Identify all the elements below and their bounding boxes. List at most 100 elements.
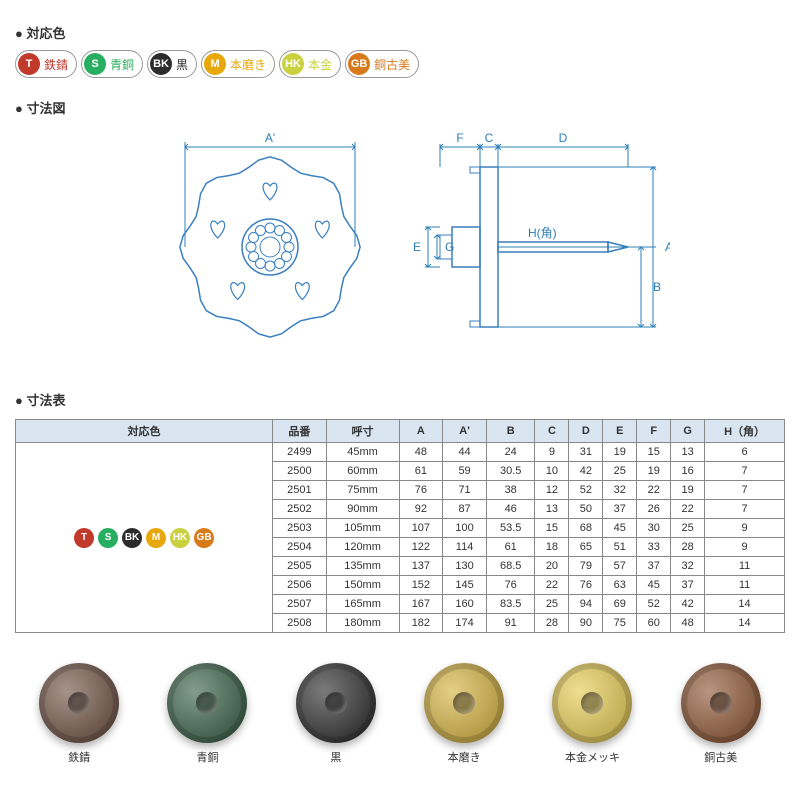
- dimension-table: 対応色品番呼寸AA'BCDEFGH（角）TSBKMHKGB249945mm484…: [15, 419, 785, 633]
- table-cell: 68: [569, 519, 603, 538]
- badge-label: 銅古美: [374, 56, 410, 73]
- dimension-diagram: A'FCDABEGH(角): [15, 127, 785, 360]
- table-cell: 28: [671, 538, 705, 557]
- badge-code-icon: M: [204, 53, 226, 75]
- table-cell: 20: [535, 557, 569, 576]
- table-cell: 87: [443, 500, 487, 519]
- svg-text:D: D: [559, 131, 568, 145]
- color-thumb: 銅古美: [681, 663, 761, 765]
- table-cell: 83.5: [486, 595, 535, 614]
- table-cell: 2500: [273, 462, 326, 481]
- table-cell: 92: [399, 500, 443, 519]
- table-cell: 30: [637, 519, 671, 538]
- table-cell: 45: [637, 576, 671, 595]
- thumb-disc-icon: [424, 663, 504, 743]
- table-cell: 90: [569, 614, 603, 633]
- badge-code-icon: HK: [282, 53, 304, 75]
- table-cell: 19: [637, 462, 671, 481]
- table-cell: 13: [671, 443, 705, 462]
- badge-code-icon: S: [84, 53, 106, 75]
- table-cell: 9: [535, 443, 569, 462]
- table-cell: 69: [603, 595, 637, 614]
- table-header: H（角）: [705, 420, 785, 443]
- badge-label: 本金: [308, 56, 332, 73]
- table-cell: 137: [399, 557, 443, 576]
- table-cell: 68.5: [486, 557, 535, 576]
- table-cell: 16: [671, 462, 705, 481]
- table-cell: 60mm: [326, 462, 399, 481]
- table-header: F: [637, 420, 671, 443]
- thumb-disc-icon: [296, 663, 376, 743]
- table-cell: 46: [486, 500, 535, 519]
- table-cell: 9: [705, 519, 785, 538]
- table-cell: 94: [569, 595, 603, 614]
- table-cell: 30.5: [486, 462, 535, 481]
- table-cell: 150mm: [326, 576, 399, 595]
- table-cell: 61: [486, 538, 535, 557]
- table-header: B: [486, 420, 535, 443]
- table-cell: 13: [535, 500, 569, 519]
- table-cell: 79: [569, 557, 603, 576]
- section-table-title: ● 寸法表: [15, 390, 785, 409]
- color-badge: T鉄錆: [15, 50, 77, 78]
- table-cell: 48: [399, 443, 443, 462]
- thumb-disc-icon: [39, 663, 119, 743]
- table-header: 呼寸: [326, 420, 399, 443]
- table-cell: 61: [399, 462, 443, 481]
- table-cell: 19: [603, 443, 637, 462]
- table-cell: 2501: [273, 481, 326, 500]
- table-cell: 42: [671, 595, 705, 614]
- table-cell: 75mm: [326, 481, 399, 500]
- table-cell: 52: [569, 481, 603, 500]
- table-cell: 32: [671, 557, 705, 576]
- table-cell: 25: [603, 462, 637, 481]
- table-cell: 122: [399, 538, 443, 557]
- table-cell: 2507: [273, 595, 326, 614]
- table-cell: 2502: [273, 500, 326, 519]
- svg-text:F: F: [456, 131, 463, 145]
- table-cell: 22: [535, 576, 569, 595]
- table-cell: 120mm: [326, 538, 399, 557]
- badge-label: 黒: [176, 56, 188, 73]
- table-cell: 38: [486, 481, 535, 500]
- table-cell: 31: [569, 443, 603, 462]
- table-cell: 32: [603, 481, 637, 500]
- table-cell: 12: [535, 481, 569, 500]
- table-cell: 15: [637, 443, 671, 462]
- table-row: TSBKMHKGB249945mm4844249311915136: [16, 443, 785, 462]
- table-cell: 33: [637, 538, 671, 557]
- table-cell: 130: [443, 557, 487, 576]
- badge-label: 本磨き: [230, 56, 266, 73]
- svg-text:E: E: [413, 240, 421, 254]
- table-cell: 22: [671, 500, 705, 519]
- table-cell: 45: [603, 519, 637, 538]
- table-cell: 2505: [273, 557, 326, 576]
- table-cell: 135mm: [326, 557, 399, 576]
- table-cell: 37: [671, 576, 705, 595]
- color-thumb: 本金メッキ: [552, 663, 632, 765]
- color-thumb: 青銅: [167, 663, 247, 765]
- table-cell: 24: [486, 443, 535, 462]
- thumb-disc-icon: [681, 663, 761, 743]
- table-cell: 44: [443, 443, 487, 462]
- color-thumb: 黒: [296, 663, 376, 765]
- color-thumb: 本磨き: [424, 663, 504, 765]
- badge-label: 青銅: [110, 56, 134, 73]
- thumb-label: 銅古美: [681, 749, 761, 765]
- table-cell: 2503: [273, 519, 326, 538]
- table-header: A': [443, 420, 487, 443]
- section-colors-title: ● 対応色: [15, 23, 785, 42]
- table-cell: 50: [569, 500, 603, 519]
- table-cell: 52: [637, 595, 671, 614]
- table-cell: 53.5: [486, 519, 535, 538]
- mini-badge-icon: T: [74, 528, 94, 548]
- table-cell: 2499: [273, 443, 326, 462]
- table-cell: 76: [569, 576, 603, 595]
- table-cell: 114: [443, 538, 487, 557]
- table-cell: 45mm: [326, 443, 399, 462]
- svg-text:C: C: [485, 131, 494, 145]
- table-cell: 7: [705, 500, 785, 519]
- table-cell: 2504: [273, 538, 326, 557]
- table-colorcol: TSBKMHKGB: [16, 443, 273, 633]
- table-cell: 65: [569, 538, 603, 557]
